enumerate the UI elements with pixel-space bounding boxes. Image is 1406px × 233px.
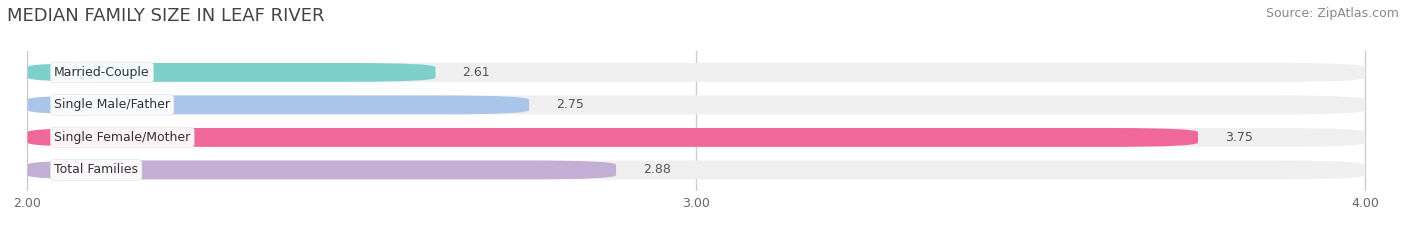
FancyBboxPatch shape <box>28 128 1198 147</box>
Text: Single Female/Mother: Single Female/Mother <box>55 131 190 144</box>
Text: 2.75: 2.75 <box>555 98 583 111</box>
Text: Married-Couple: Married-Couple <box>55 66 150 79</box>
Text: 2.88: 2.88 <box>643 163 671 176</box>
Text: Total Families: Total Families <box>55 163 138 176</box>
Text: Single Male/Father: Single Male/Father <box>55 98 170 111</box>
FancyBboxPatch shape <box>28 96 529 114</box>
FancyBboxPatch shape <box>28 128 1365 147</box>
FancyBboxPatch shape <box>28 96 1365 114</box>
FancyBboxPatch shape <box>28 161 616 179</box>
Text: MEDIAN FAMILY SIZE IN LEAF RIVER: MEDIAN FAMILY SIZE IN LEAF RIVER <box>7 7 325 25</box>
Text: Source: ZipAtlas.com: Source: ZipAtlas.com <box>1265 7 1399 20</box>
FancyBboxPatch shape <box>28 161 1365 179</box>
Text: 2.61: 2.61 <box>463 66 489 79</box>
FancyBboxPatch shape <box>28 63 1365 82</box>
FancyBboxPatch shape <box>28 63 436 82</box>
Text: 3.75: 3.75 <box>1225 131 1253 144</box>
